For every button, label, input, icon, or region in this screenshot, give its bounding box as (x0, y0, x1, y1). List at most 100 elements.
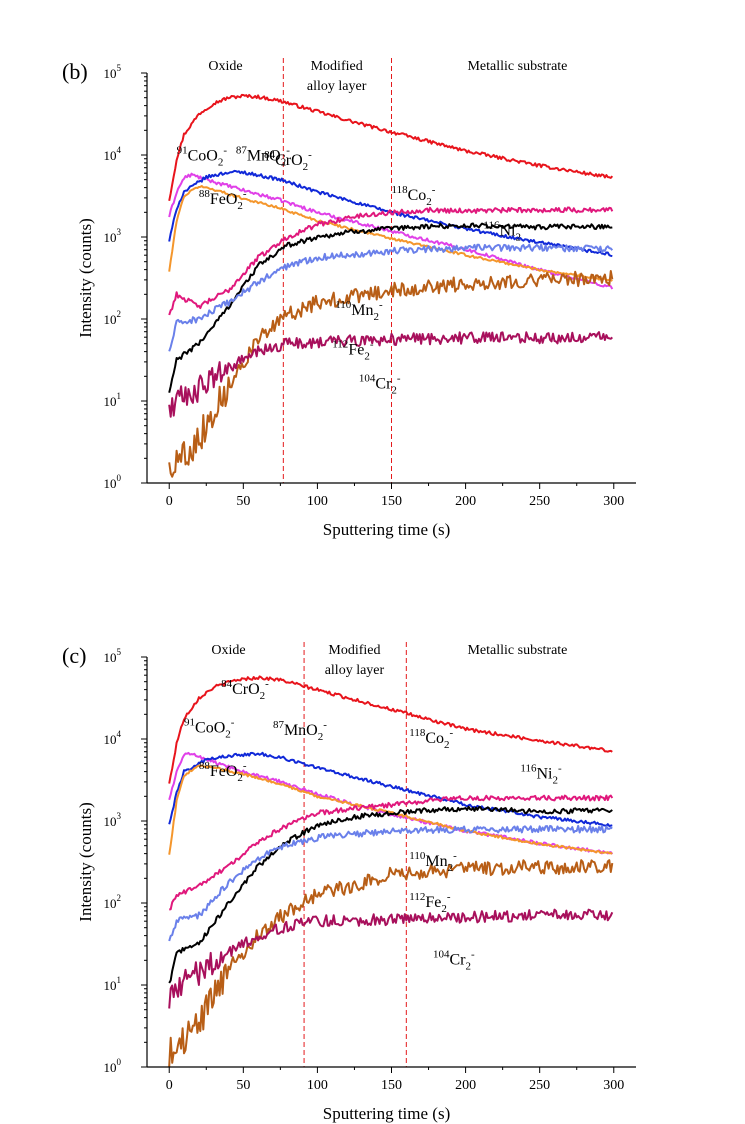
x-tick-label: 200 (455, 494, 476, 509)
ion-formula: Fe (425, 894, 441, 911)
y-tick-label: 104 (104, 145, 122, 163)
ion-charge: - (521, 219, 525, 231)
series-label: 110Mn2- (335, 299, 383, 323)
x-tick-label: 150 (381, 1078, 402, 1093)
panel-label: (b) (62, 59, 88, 84)
isotope-mass: 116 (483, 219, 500, 231)
y-tick-base: 10 (104, 1060, 117, 1075)
isotope-mass: 88 (199, 188, 211, 200)
ion-charge: - (432, 184, 436, 196)
y-tick-exponent: 3 (117, 811, 122, 821)
y-tick-base: 10 (104, 650, 117, 665)
isotope-mass: 104 (359, 373, 376, 385)
chart-panel-0: Oxide Modified alloy layer Metallic substra… (62, 58, 636, 539)
ion-charge: - (308, 149, 312, 161)
isotope-mass: 91 (177, 145, 188, 157)
y-tick-base: 10 (104, 896, 117, 911)
series-line-cro2 (168, 675, 613, 784)
panel-label: (c) (62, 643, 86, 668)
y-tick-base: 10 (104, 230, 117, 245)
y-axis-title: Intensity (counts) (76, 802, 95, 921)
ion-charge: - (223, 145, 227, 157)
region-label: Oxide (211, 643, 245, 658)
x-tick-label: 250 (529, 494, 550, 509)
isotope-mass: 116 (520, 762, 537, 774)
y-tick-exponent: 0 (117, 473, 122, 483)
series-label: 104Cr2- (433, 949, 475, 973)
region-label: alloy layer (307, 79, 367, 94)
ion-formula: Ni (499, 222, 516, 239)
y-tick-label: 101 (104, 975, 122, 993)
y-axis-title: Intensity (counts) (76, 218, 95, 337)
ion-subscript: 2 (441, 903, 447, 915)
ion-charge: - (243, 760, 247, 772)
series-line-mno2 (168, 751, 613, 827)
series-label: 116Ni2- (520, 762, 562, 786)
y-tick-label: 103 (104, 811, 122, 829)
ion-formula: Mn (351, 302, 373, 319)
y-tick-exponent: 5 (117, 63, 122, 73)
ion-formula: Fe (348, 341, 364, 358)
series-label: 84CrO2 - (264, 149, 312, 173)
x-tick-label: 50 (236, 494, 250, 509)
series-label: 87MnO2- (273, 719, 327, 743)
ion-subscript: 2 (318, 731, 324, 743)
series-line-mn2 (168, 824, 613, 942)
y-tick-exponent: 5 (117, 647, 122, 657)
series-label: 87MnO2- (236, 145, 290, 169)
ion-charge: - (265, 678, 269, 690)
series-label: 110Mn2- (409, 850, 457, 874)
ion-formula: Mn (425, 853, 447, 870)
x-tick-label: 250 (529, 1078, 550, 1093)
y-tick-exponent: 2 (117, 309, 122, 319)
y-tick-exponent: 1 (117, 391, 122, 401)
x-axis-title: Sputtering time (s) (323, 1104, 450, 1123)
isotope-mass: 84 (264, 149, 276, 161)
ion-charge: - (323, 719, 327, 731)
isotope-mass: 118 (409, 727, 426, 739)
y-tick-exponent: 4 (117, 145, 122, 155)
y-tick-base: 10 (104, 312, 117, 327)
ion-formula: CrO (275, 152, 303, 169)
y-tick-label: 104 (104, 729, 122, 747)
ion-subscript: 2 (448, 862, 454, 874)
region-label: Modified (311, 59, 363, 74)
ion-formula: FeO (210, 191, 238, 208)
series-line-feo2 (168, 764, 613, 855)
series-label: 88FeO2- (199, 760, 247, 784)
ion-subscript: 2 (225, 728, 231, 740)
series-line-fe2 (168, 270, 614, 478)
x-tick-label: 0 (166, 1078, 173, 1093)
series-line-co2 (168, 206, 614, 316)
ion-formula: CrO (232, 681, 260, 698)
ion-subscript: 2 (281, 157, 287, 169)
y-tick-base: 10 (104, 978, 117, 993)
series-label: 118Co2- (392, 184, 436, 208)
series-line-coo2 (168, 751, 614, 855)
x-tick-label: 100 (307, 494, 328, 509)
ion-subscript: 2 (515, 231, 521, 243)
series-label: 118Co2- (409, 727, 453, 751)
ion-subscript: 2 (260, 690, 266, 702)
ion-subscript: 2 (237, 772, 243, 784)
ion-formula: Cr (375, 376, 392, 393)
ion-charge: - (471, 949, 475, 961)
series-label: 116Ni2- (483, 219, 525, 243)
ion-charge: - (453, 850, 457, 862)
x-tick-label: 300 (603, 1078, 624, 1093)
x-tick-label: 0 (166, 494, 173, 509)
series-line-cro2 (168, 93, 614, 201)
y-tick-base: 10 (104, 148, 117, 163)
isotope-mass: 87 (236, 145, 248, 157)
ion-formula: MnO (284, 722, 318, 739)
y-tick-base: 10 (104, 814, 117, 829)
y-tick-base: 10 (104, 732, 117, 747)
series-label: 112Fe2- (332, 338, 374, 362)
ion-charge: - (286, 145, 290, 157)
isotope-mass: 110 (335, 299, 352, 311)
ion-formula: Co (425, 730, 444, 747)
series-line-feo2 (168, 185, 613, 282)
y-tick-exponent: 2 (117, 893, 122, 903)
y-tick-label: 100 (104, 473, 122, 491)
y-tick-base: 10 (104, 476, 117, 491)
